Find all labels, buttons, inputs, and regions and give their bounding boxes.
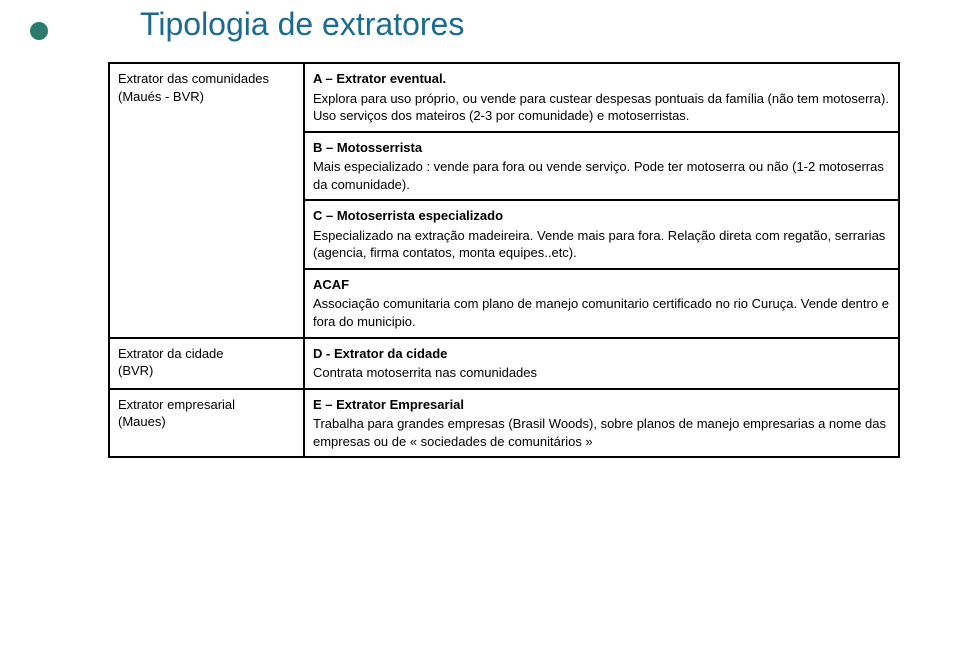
row-left-line: (Maués - BVR) — [118, 88, 295, 106]
type-heading: C – Motoserrista especializado — [313, 207, 890, 225]
type-heading: E – Extrator Empresarial — [313, 396, 890, 414]
table-row: Extrator das comunidades (Maués - BVR) A… — [109, 63, 899, 132]
row-left-line: Extrator da cidade — [118, 345, 295, 363]
type-block: A – Extrator eventual. Explora para uso … — [313, 70, 890, 125]
typology-table: Extrator das comunidades (Maués - BVR) A… — [108, 62, 900, 458]
type-heading: ACAF — [313, 276, 890, 294]
type-heading: B – Motosserrista — [313, 139, 890, 157]
table-row: Extrator da cidade (BVR) D - Extrator da… — [109, 338, 899, 389]
row-left-line: (BVR) — [118, 362, 295, 380]
table-row: Extrator empresarial (Maues) E – Extrato… — [109, 389, 899, 458]
type-heading: A – Extrator eventual. — [313, 70, 890, 88]
page-title: Tipologia de extratores — [140, 6, 464, 43]
type-block: D - Extrator da cidade Contrata motoserr… — [313, 345, 890, 382]
row-left-line: Extrator das comunidades — [118, 70, 295, 88]
type-body: Especializado na extração madeireira. Ve… — [313, 227, 890, 262]
type-block: C – Motoserrista especializado Especiali… — [313, 207, 890, 262]
type-body: Explora para uso próprio, ou vende para … — [313, 90, 890, 125]
type-body: Trabalha para grandes empresas (Brasil W… — [313, 415, 890, 450]
type-body: Associação comunitaria com plano de mane… — [313, 295, 890, 330]
row-left-line: Extrator empresarial — [118, 396, 295, 414]
type-body: Mais especializado : vende para fora ou … — [313, 158, 890, 193]
type-block: E – Extrator Empresarial Trabalha para g… — [313, 396, 890, 451]
type-block: B – Motosserrista Mais especializado : v… — [313, 139, 890, 194]
type-block: ACAF Associação comunitaria com plano de… — [313, 276, 890, 331]
type-body: Contrata motoserrita nas comunidades — [313, 364, 890, 382]
row-left-line: (Maues) — [118, 413, 295, 431]
type-heading: D - Extrator da cidade — [313, 345, 890, 363]
bullet-icon — [30, 22, 48, 40]
